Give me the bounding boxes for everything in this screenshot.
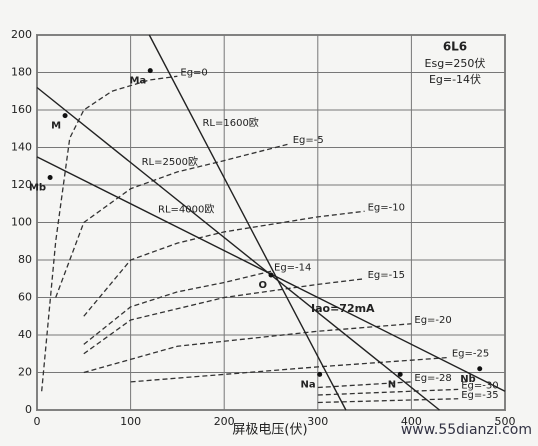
chart-title: 6L6 (443, 40, 467, 54)
x-axis-label: 屏极电压(伏) (232, 423, 307, 438)
y-tick-label: 20 (18, 366, 32, 379)
curve-label: Eg=-14 (274, 262, 311, 273)
x-tick-label: 0 (34, 415, 41, 428)
point (397, 371, 403, 377)
point-label: Na (301, 379, 316, 390)
curve-label: RL=2500欧 (142, 156, 198, 168)
curve (83, 323, 412, 374)
point-label: O (258, 280, 267, 291)
curve (317, 398, 459, 404)
y-tick-label: 60 (18, 291, 32, 304)
point (147, 68, 153, 74)
watermark: www.55dianzi.com (401, 422, 532, 438)
point (268, 272, 274, 278)
curve (36, 86, 440, 411)
curve-label: Eg=-5 (293, 135, 324, 146)
x-tick-label: 200 (214, 415, 235, 428)
y-tick-label: 0 (25, 403, 32, 416)
x-tick-label: 100 (120, 415, 141, 428)
subtitle: Esg=250伏 (425, 56, 486, 70)
curve-label: Eg=0 (180, 67, 207, 78)
point-label: Mb (29, 183, 46, 194)
x-tick-label: 300 (307, 415, 328, 428)
x-tick-label: 400 (401, 415, 422, 428)
curve (83, 210, 365, 317)
point (477, 366, 483, 372)
point (47, 175, 53, 180)
curve-label: Eg=-28 (414, 373, 451, 384)
curve (148, 34, 347, 411)
curve (55, 143, 290, 298)
curve-label: RL=4000欧 (158, 203, 214, 215)
curve-label: Eg=-25 (452, 349, 489, 360)
y-tick-label: 140 (11, 141, 32, 154)
subtitle: Eg=-14伏 (429, 72, 481, 86)
curve (130, 356, 449, 383)
curve-label: RL=1600欧 (202, 117, 258, 129)
y-tick-label: 120 (11, 178, 32, 191)
curve-label: Eg=-30 (461, 380, 498, 391)
annotation: Iao=72mA (311, 302, 375, 315)
y-tick-label: 160 (11, 103, 32, 116)
y-tick-label: 180 (11, 66, 32, 79)
curve (83, 278, 365, 355)
y-tick-label: 200 (11, 28, 32, 41)
y-tick-label: 100 (11, 216, 32, 229)
y-tick-label: 40 (18, 328, 32, 341)
info-box (415, 38, 500, 96)
y-tick-label: 80 (18, 253, 32, 266)
x-tick-label: 500 (495, 415, 516, 428)
point-label: M (51, 121, 61, 132)
curve (41, 75, 178, 392)
point-label: Ma (130, 76, 147, 87)
point-label: Nb (460, 374, 476, 385)
curve (83, 270, 272, 345)
curve-label: Eg=-35 (461, 390, 498, 401)
curve-label: Eg=-15 (368, 270, 405, 281)
point-label: N (388, 379, 396, 390)
curve-label: Eg=-10 (368, 202, 405, 213)
point (317, 371, 323, 377)
point (62, 113, 68, 119)
curve-label: Eg=-20 (414, 315, 451, 326)
